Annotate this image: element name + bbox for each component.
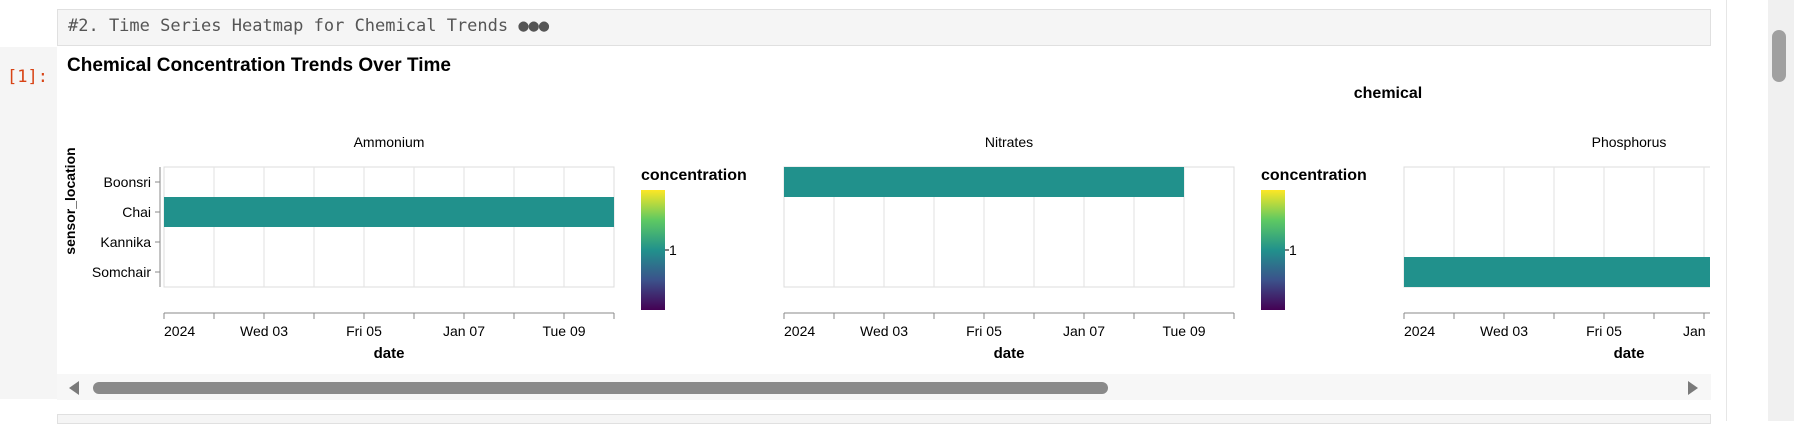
page-scrollbar-thumb[interactable]: [1772, 30, 1786, 82]
x-tick-label: Fri 05: [346, 323, 382, 339]
x-tick-label: 2024: [164, 323, 195, 339]
x-tick-label: 2024: [784, 323, 815, 339]
output-prompt-gutter: [0, 47, 57, 399]
scroll-left-arrow-icon[interactable]: [69, 381, 79, 395]
x-tick-label: Wed 03: [1480, 323, 1528, 339]
execution-count: [1]:: [7, 67, 48, 87]
next-cell[interactable]: [57, 414, 1711, 424]
more-icon[interactable]: ●●●: [518, 16, 550, 36]
x-tick-label: Fri 05: [1586, 323, 1622, 339]
x-axis-title: date: [374, 345, 405, 362]
facet-label: Ammonium: [354, 134, 425, 150]
x-tick-label: Jan 07: [1683, 323, 1711, 339]
scroll-right-arrow-icon[interactable]: [1688, 381, 1698, 395]
legend-colorbar: [1261, 190, 1285, 310]
y-tick-label: Somchair: [92, 264, 151, 280]
y-tick-label: Boonsri: [104, 174, 151, 190]
facet-label: Phosphorus: [1592, 134, 1667, 150]
x-tick-label: Tue 09: [542, 323, 585, 339]
legend-title: concentration: [1261, 167, 1367, 184]
y-tick-label: Chai: [122, 204, 151, 220]
x-axis-title: date: [1614, 345, 1645, 362]
horizontal-scrollbar-thumb[interactable]: [93, 382, 1108, 394]
x-tick-label: Jan 07: [443, 323, 485, 339]
x-tick-label: Fri 05: [966, 323, 1002, 339]
x-tick-label: 2024: [1404, 323, 1435, 339]
heatmap-cell: [164, 197, 614, 227]
legend-value: 1: [1289, 242, 1297, 258]
facet-label: Nitrates: [985, 134, 1033, 150]
facet-title: chemical: [1354, 85, 1422, 102]
heatmap-cell: [1404, 257, 1710, 287]
legend-title: concentration: [641, 167, 747, 184]
y-tick-label: Kannika: [100, 234, 151, 250]
heatmap-cell: [784, 167, 1184, 197]
heatmap-chart: Chemical Concentration Trends Over Time …: [62, 55, 1711, 362]
side-panel: [1726, 0, 1769, 421]
y-axis-title: sensor_location: [62, 147, 78, 254]
x-tick-label: Wed 03: [860, 323, 908, 339]
markdown-cell[interactable]: [57, 9, 1711, 46]
x-tick-label: Tue 09: [1162, 323, 1205, 339]
legend-value: 1: [669, 242, 677, 258]
x-tick-label: Wed 03: [240, 323, 288, 339]
legend-colorbar: [641, 190, 665, 310]
x-axis-title: date: [994, 345, 1025, 362]
x-tick-label: Jan 07: [1063, 323, 1105, 339]
chart-title: Chemical Concentration Trends Over Time: [67, 55, 451, 76]
markdown-cell-text: #2. Time Series Heatmap for Chemical Tre…: [68, 16, 550, 36]
